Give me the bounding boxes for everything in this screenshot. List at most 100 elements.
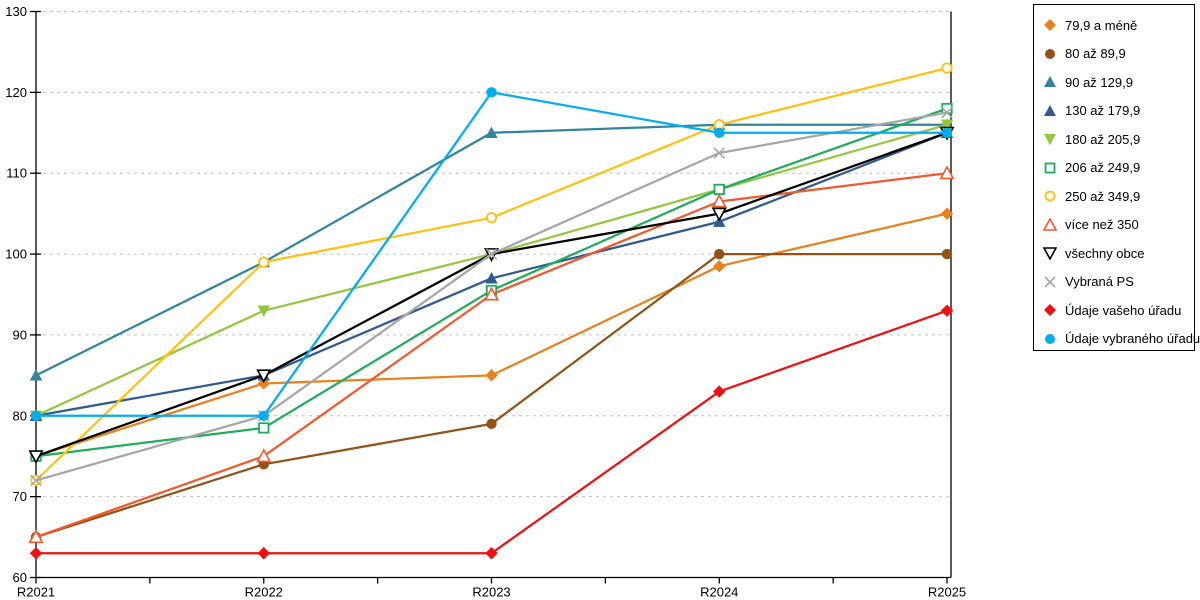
data-point bbox=[941, 106, 953, 119]
data-point bbox=[714, 127, 725, 138]
data-point bbox=[30, 474, 42, 487]
data-point bbox=[1044, 162, 1056, 174]
legend-item: 250 až 349,9 bbox=[1034, 182, 1194, 211]
x-marker-icon bbox=[1044, 276, 1056, 288]
data-point bbox=[941, 62, 953, 74]
legend-item: Vybraná PS bbox=[1034, 268, 1194, 297]
data-point bbox=[258, 422, 270, 434]
data-point bbox=[486, 87, 497, 98]
legend-item: všechny obce bbox=[1034, 239, 1194, 268]
legend-label: 250 až 349,9 bbox=[1065, 188, 1141, 204]
data-point bbox=[940, 207, 954, 220]
y-tick-label: 100 bbox=[5, 247, 27, 262]
data-point bbox=[1044, 19, 1056, 32]
data-point bbox=[939, 165, 955, 180]
data-point bbox=[257, 305, 270, 317]
data-point bbox=[485, 547, 498, 560]
circle-marker-icon bbox=[1045, 333, 1055, 344]
data-point bbox=[30, 410, 42, 421]
data-point bbox=[714, 248, 725, 260]
y-tick-label: 130 bbox=[5, 4, 27, 19]
legend-item: 130 až 179,9 bbox=[1034, 97, 1194, 126]
x-tick-label: R2023 bbox=[472, 585, 510, 600]
data-point bbox=[485, 272, 498, 284]
data-point bbox=[713, 183, 725, 195]
data-point bbox=[713, 147, 726, 159]
x-tick-label: R2024 bbox=[700, 585, 738, 600]
data-point bbox=[258, 256, 270, 268]
data-point bbox=[1044, 276, 1056, 288]
triangle-down-marker-icon bbox=[1044, 134, 1056, 146]
series-line-10 bbox=[36, 309, 948, 555]
y-tick-label: 90 bbox=[13, 327, 27, 342]
legend-item: 79,9 a méně bbox=[1034, 11, 1194, 40]
data-point bbox=[1044, 304, 1056, 317]
data-point bbox=[1045, 333, 1055, 344]
legend-item: Údaje vašeho úřadu bbox=[1034, 296, 1194, 325]
y-tick-label: 60 bbox=[13, 570, 27, 585]
data-point bbox=[711, 207, 727, 222]
data-point bbox=[256, 448, 272, 463]
circle-marker-icon bbox=[1045, 48, 1055, 59]
series-line-7 bbox=[35, 172, 948, 539]
legend-label: Údaje vybraného úřadu bbox=[1065, 331, 1200, 347]
diamond-marker-icon bbox=[1044, 304, 1056, 317]
data-point bbox=[256, 369, 272, 384]
data-point bbox=[1044, 76, 1056, 88]
legend-label: všechny obce bbox=[1065, 245, 1145, 261]
y-tick-label: 70 bbox=[13, 489, 27, 504]
chart-legend: 79,9 a méně 80 až 89,9 90 až 129,9 130 až 1… bbox=[1033, 4, 1200, 354]
data-point bbox=[940, 304, 954, 317]
y-tick-label: 80 bbox=[13, 408, 27, 423]
legend-item: 180 až 205,9 bbox=[1034, 125, 1194, 154]
circle-open-marker-icon bbox=[1044, 190, 1056, 202]
legend-label: 80 až 89,9 bbox=[1065, 46, 1126, 62]
x-tick-label: R2021 bbox=[17, 585, 55, 600]
data-point bbox=[713, 385, 726, 398]
data-point bbox=[486, 418, 497, 430]
x-tick-label: R2022 bbox=[245, 585, 283, 600]
legend-label: 130 až 179,9 bbox=[1065, 103, 1141, 119]
legend-item: Údaje vybraného úřadu bbox=[1034, 325, 1200, 354]
data-point bbox=[713, 260, 726, 273]
data-point bbox=[485, 369, 498, 382]
legend-item: více než 350 bbox=[1034, 211, 1194, 240]
data-point bbox=[485, 126, 498, 138]
data-point bbox=[257, 547, 270, 560]
legend-label: 90 až 129,9 bbox=[1065, 74, 1133, 90]
legend-item: 80 až 89,9 bbox=[1034, 40, 1194, 69]
data-point bbox=[29, 369, 43, 381]
data-point bbox=[1044, 104, 1056, 116]
data-point bbox=[1043, 217, 1057, 231]
data-point bbox=[29, 547, 43, 560]
legend-label: 206 až 249,9 bbox=[1065, 160, 1141, 176]
data-point bbox=[483, 286, 500, 301]
legend-label: 180 až 205,9 bbox=[1065, 131, 1141, 147]
triangle-up-marker-icon bbox=[1044, 104, 1056, 116]
legend-label: 79,9 a méně bbox=[1065, 17, 1138, 33]
data-point bbox=[1044, 134, 1056, 146]
data-point bbox=[1044, 190, 1056, 202]
triangle-down-open-marker-icon bbox=[1043, 247, 1057, 261]
y-tick-label: 110 bbox=[6, 166, 27, 181]
legend-item: 90 až 129,9 bbox=[1034, 68, 1194, 97]
y-tick-label: 120 bbox=[5, 85, 27, 100]
data-point bbox=[258, 410, 269, 421]
data-point bbox=[711, 193, 727, 208]
data-point bbox=[485, 248, 498, 260]
data-point bbox=[941, 127, 953, 138]
data-point bbox=[28, 529, 44, 544]
triangle-up-open-marker-icon bbox=[1043, 217, 1057, 231]
x-tick-label: R2025 bbox=[928, 585, 966, 600]
legend-label: Vybraná PS bbox=[1065, 274, 1134, 290]
data-point bbox=[485, 212, 498, 224]
legend-item: 206 až 249,9 bbox=[1034, 154, 1194, 183]
legend-label: více než 350 bbox=[1065, 217, 1139, 233]
triangle-up-marker-icon bbox=[1044, 76, 1056, 88]
data-point bbox=[940, 119, 954, 131]
data-point bbox=[941, 248, 953, 260]
data-point bbox=[1043, 247, 1057, 261]
square-open-marker-icon bbox=[1044, 162, 1056, 174]
